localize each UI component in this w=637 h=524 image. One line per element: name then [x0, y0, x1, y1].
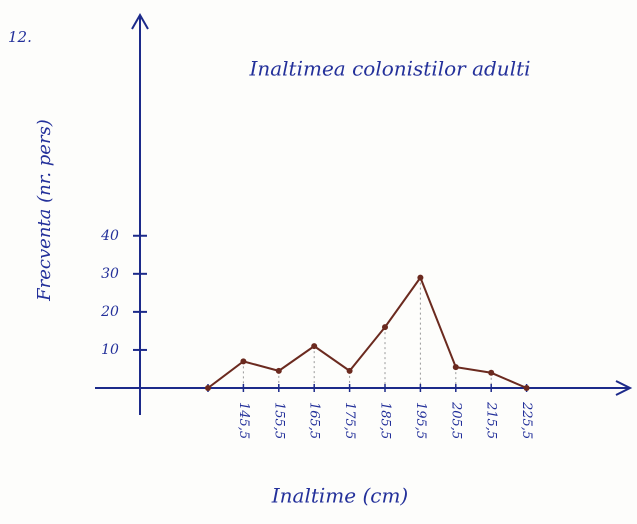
point — [523, 385, 530, 391]
x-tick-label: 205,5 — [448, 401, 463, 439]
x-tick-label: 145,5 — [236, 402, 251, 439]
y-axis-arrow — [131, 12, 149, 30]
x-tick-label: 215,5 — [484, 401, 499, 439]
point — [452, 364, 459, 371]
problem-number: 12. — [8, 28, 32, 46]
point — [382, 324, 388, 331]
y-tick-label: 10 — [101, 342, 119, 358]
x-tick-label: 165,5 — [307, 402, 322, 439]
point — [417, 274, 424, 281]
x-tick-label: 185,5 — [378, 402, 393, 439]
x-axis-arrow — [615, 380, 633, 396]
x-tick-label: 175,5 — [342, 402, 357, 439]
x-tick-label: 155,5 — [271, 402, 286, 439]
line — [207, 275, 527, 389]
point — [275, 367, 282, 374]
point — [240, 358, 247, 365]
point — [488, 369, 495, 376]
y-tick-label: 40 — [100, 228, 119, 244]
chart-title: Inaltimea colonistilor adulti — [248, 57, 530, 81]
x-tick-label: 195,5 — [413, 402, 428, 439]
point — [346, 367, 353, 374]
point — [205, 385, 211, 391]
y-tick-label: 20 — [100, 304, 119, 320]
y-axis-label: Frecventa (nr. pers) — [34, 119, 55, 302]
x-axis-label: Inaltime (cm) — [271, 484, 408, 508]
point — [311, 343, 318, 350]
x-tick-label: 225,5 — [519, 401, 534, 439]
y-tick-label: 30 — [101, 266, 119, 282]
